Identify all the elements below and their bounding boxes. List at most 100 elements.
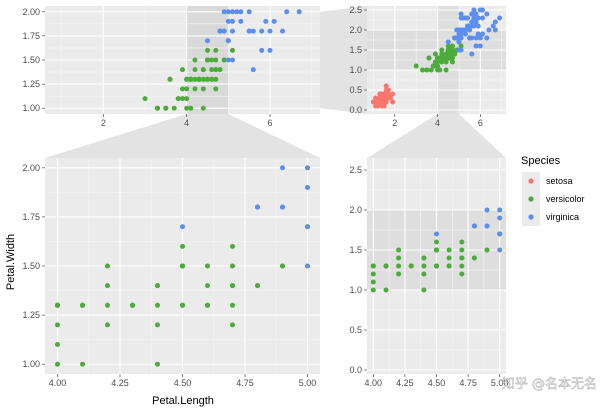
point-virginica [490,23,496,29]
point-versicolor [446,263,452,269]
point-versicolor [421,263,427,269]
point-versicolor [192,76,198,82]
point-virginica [221,28,227,34]
point-versicolor [396,263,402,269]
point-virginica [238,18,244,24]
point-versicolor [188,105,194,111]
point-virginica [305,224,310,230]
point-versicolor [413,63,419,69]
point-versicolor [205,302,210,308]
zoom-connector-top [320,6,367,114]
point-versicolor [213,57,219,63]
point-versicolor [421,287,427,293]
point-versicolor [458,43,464,49]
x-axis-title: Petal.Length [152,395,214,407]
legend-dot-virginica [528,214,534,220]
point-versicolor [370,279,376,285]
point-versicolor [408,263,414,269]
point-versicolor [424,67,430,73]
y-tick-label: 2.5 [349,165,362,175]
point-virginica [469,51,475,57]
point-versicolor [432,51,438,57]
point-versicolor [459,263,465,269]
x-tick-label: 4.50 [174,378,192,388]
point-setosa [377,95,383,101]
y-tick-label: 1.25 [22,310,40,320]
point-versicolor [439,59,445,65]
point-versicolor [155,283,160,289]
point-versicolor [155,105,160,111]
point-versicolor [205,57,210,63]
point-virginica [471,15,477,21]
point-versicolor [484,247,490,253]
point-versicolor [370,271,376,277]
point-virginica [250,28,256,34]
point-virginica [263,18,269,24]
point-versicolor [439,47,445,53]
point-versicolor [200,105,206,111]
point-setosa [390,99,396,105]
point-versicolor [450,43,455,49]
point-virginica [497,207,503,213]
x-tick-label: 4.75 [236,378,254,388]
panel-bottom-right: 4.00 4.25 4.50 4.75 5.00 0.0 0.5 1.0 1.5 2.0 2.5 [349,158,508,388]
point-versicolor [180,86,185,92]
point-versicolor [196,76,202,82]
point-versicolor [192,67,198,73]
point-virginica [469,19,475,25]
point-virginica [267,47,273,53]
point-virginica [250,67,256,73]
x-tick-label: 4.50 [428,378,446,388]
point-versicolor [184,76,190,82]
point-virginica [259,28,265,34]
point-virginica [434,231,439,237]
point-versicolor [167,76,173,82]
point-versicolor [209,67,215,73]
point-virginica [497,247,503,253]
point-virginica [284,9,290,15]
x-tick-label: 2 [101,118,106,128]
point-versicolor [230,47,235,53]
point-virginica [458,11,464,17]
y-tick-label: 1.75 [22,212,40,222]
point-versicolor [430,63,436,69]
point-versicolor [383,263,389,269]
point-virginica [280,165,285,171]
point-versicolor [370,263,376,269]
point-versicolor [155,302,160,308]
point-versicolor [188,76,194,82]
watermark: 知乎 @名本无名 [502,376,597,392]
point-versicolor [80,361,85,367]
point-virginica [230,18,235,24]
point-versicolor [446,255,452,261]
point-setosa [383,99,389,105]
point-versicolor [435,59,441,65]
point-versicolor [142,96,148,102]
point-virginica [471,223,477,229]
point-versicolor [452,51,458,57]
point-setosa [379,91,385,97]
x-tick-label: 4.25 [396,378,414,388]
point-versicolor [80,302,85,308]
point-setosa [375,103,381,109]
panel-top-right: 2 4 6 0.0 0.5 1.0 1.5 2.0 2.5 [349,5,506,128]
point-versicolor [421,271,427,277]
point-virginica [246,28,252,34]
point-virginica [480,15,485,21]
point-virginica [492,19,498,25]
point-virginica [484,223,490,229]
point-virginica [296,9,302,15]
point-versicolor [421,255,427,261]
zoom-connector-x [45,114,320,158]
point-versicolor [471,255,477,261]
point-virginica [205,38,210,44]
point-versicolor [420,67,426,73]
point-versicolor [230,283,235,289]
legend-dot-versicolor [528,196,534,202]
point-virginica [454,27,460,33]
point-virginica [225,9,231,15]
point-versicolor [205,76,210,82]
point-virginica [305,263,310,269]
point-virginica [465,23,470,29]
